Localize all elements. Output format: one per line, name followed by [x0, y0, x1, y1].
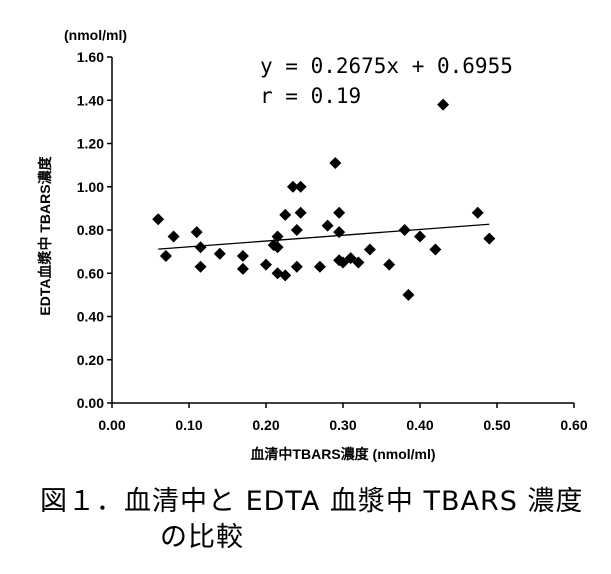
data-point [402, 288, 415, 301]
data-point [271, 230, 284, 243]
data-point [271, 241, 284, 254]
data-point [290, 224, 303, 236]
regression-equation: y = 0.2675x + 0.6955 [260, 54, 513, 78]
y-tick-label: 1.00 [77, 179, 104, 195]
data-point [159, 249, 172, 262]
data-point [471, 206, 484, 219]
data-point [190, 226, 203, 239]
caption-line-1: 図１．血清中と EDTA 血漿中 TBARS 濃度 [40, 486, 584, 517]
data-point [352, 256, 365, 269]
data-point [260, 258, 272, 271]
y-tick-label: 1.60 [77, 49, 104, 65]
data-point [194, 241, 207, 254]
y-tick-label: 0.80 [77, 222, 104, 238]
x-tick-label: 0.40 [406, 417, 433, 433]
data-point [337, 256, 349, 269]
data-point [167, 230, 180, 243]
data-point [414, 230, 426, 243]
x-tick-label: 0.50 [483, 417, 510, 433]
data-point [213, 247, 226, 260]
data-point [279, 208, 292, 221]
correlation-coefficient: r = 0.19 [260, 84, 361, 108]
data-point [429, 243, 442, 256]
data-point [294, 180, 307, 193]
x-tick-label: 0.60 [560, 417, 587, 433]
data-point [279, 269, 292, 282]
data-point [321, 219, 334, 232]
x-tick-label: 0.00 [98, 417, 125, 433]
data-point [152, 213, 165, 226]
y-axis-unit: (nmol/ml) [64, 27, 127, 43]
data-point [294, 206, 307, 219]
data-point [333, 226, 346, 239]
data-point [344, 252, 357, 265]
data-point [383, 258, 396, 271]
y-tick-label: 1.40 [77, 92, 104, 108]
data-points [152, 98, 496, 301]
x-tick-label: 0.30 [329, 417, 356, 433]
figure-caption: 図１．血清中と EDTA 血漿中 TBARS 濃度 の比較 [40, 484, 600, 556]
y-tick-label: 0.00 [77, 395, 104, 411]
data-point [363, 243, 376, 256]
x-axis-ticks: 0.00 0.10 0.20 0.30 0.40 0.50 0.60 [98, 403, 588, 433]
y-axis-ticks: 0.00 0.20 0.40 0.60 0.80 1.00 1.20 1.40 1.60 [77, 49, 112, 411]
y-axis-label: EDTA血漿中 TBARS濃度 [37, 155, 53, 315]
x-axis-label: 血清中TBARS濃度 (nmol/ml) [250, 446, 435, 462]
y-tick-label: 0.40 [77, 309, 104, 325]
x-tick-label: 0.20 [252, 417, 279, 433]
caption-line-2: の比較 [160, 522, 244, 553]
y-tick-label: 0.20 [77, 352, 104, 368]
data-point [290, 260, 303, 273]
data-point [483, 232, 496, 245]
data-point [329, 156, 342, 169]
data-point [236, 249, 249, 262]
data-point [437, 98, 450, 111]
scatter-chart: (nmol/ml) 0.00 0.20 0.40 0.60 0.80 1.00 1.20 1.… [37, 27, 588, 462]
data-point [286, 180, 299, 193]
data-point [398, 224, 411, 236]
trendline [158, 223, 490, 250]
data-point [236, 262, 249, 275]
data-point [333, 206, 346, 219]
x-tick-label: 0.10 [175, 417, 202, 433]
y-tick-label: 1.20 [77, 136, 104, 152]
y-tick-label: 0.60 [77, 265, 104, 281]
data-point [313, 260, 326, 273]
data-point [194, 260, 207, 273]
